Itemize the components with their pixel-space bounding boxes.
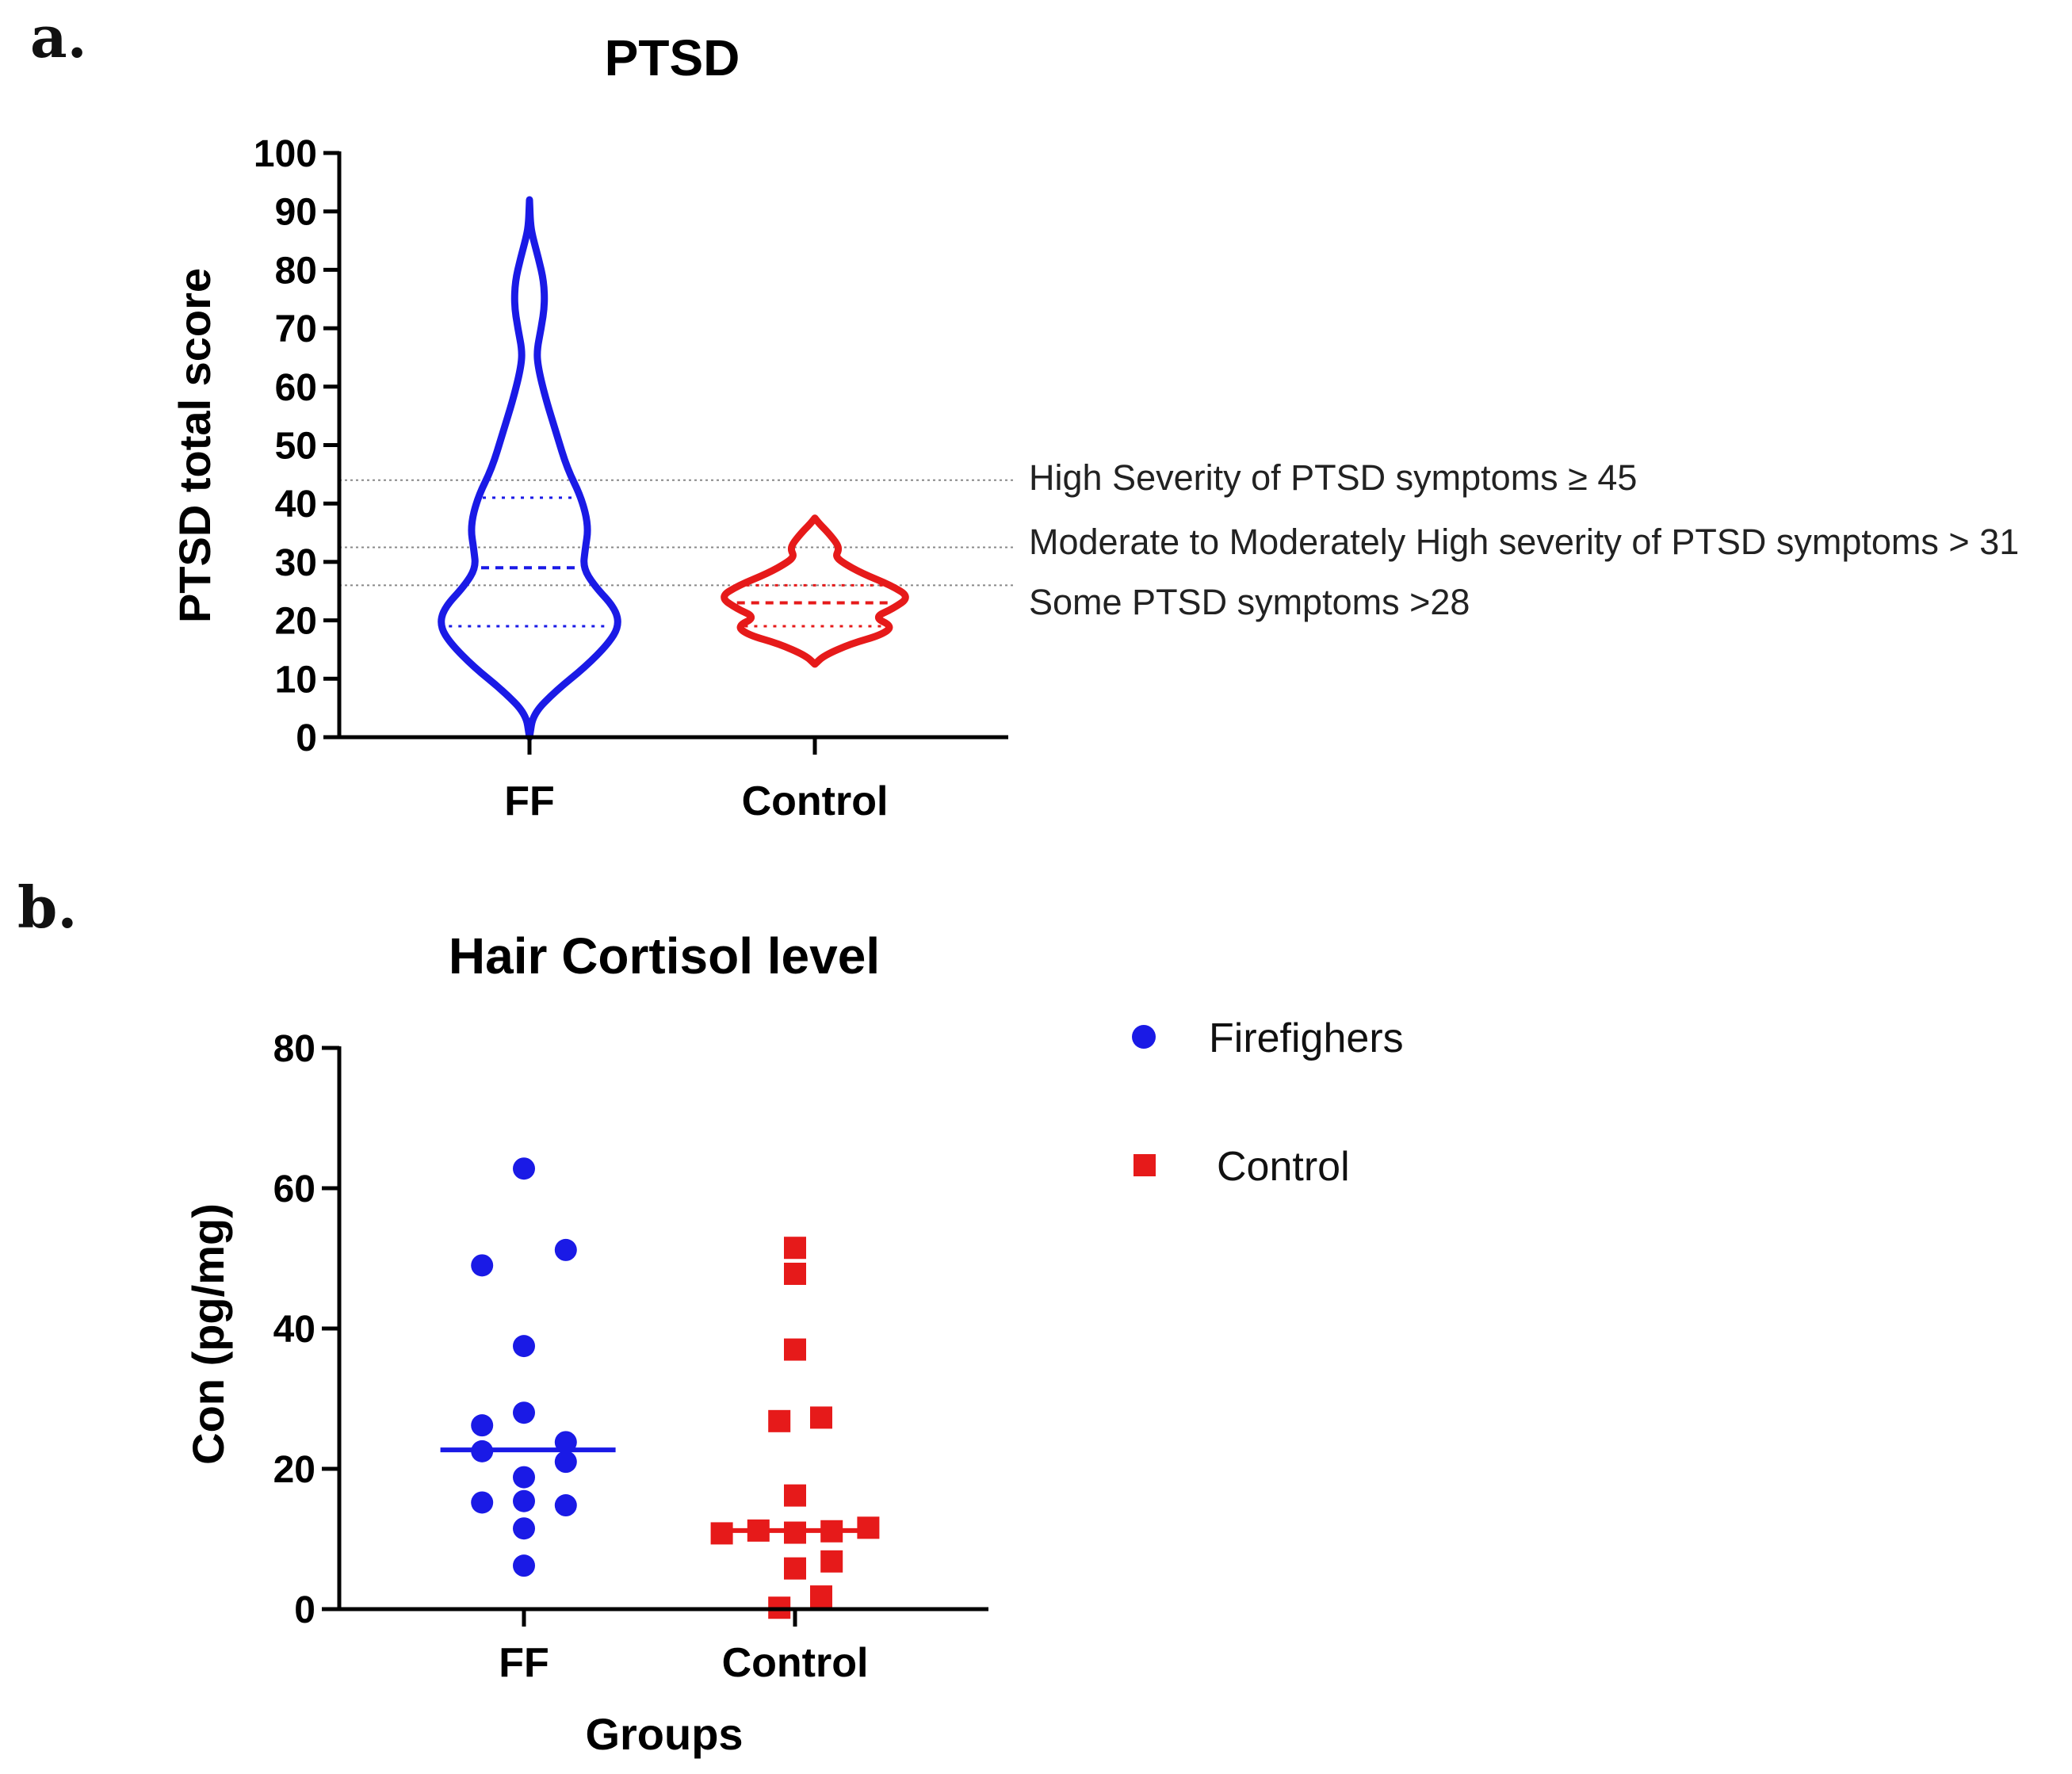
data-point-control: [784, 1557, 806, 1580]
legend-firefighters-marker: [1132, 1025, 1156, 1049]
threshold-label: Moderate to Moderately High severity of …: [1029, 522, 2019, 562]
data-point-ff: [554, 1238, 577, 1261]
data-point-ff: [513, 1517, 535, 1540]
chart-a-x-ticks: FF Control: [504, 737, 888, 824]
data-point-ff: [513, 1466, 535, 1489]
y-tick-label: 40: [275, 484, 317, 526]
chart-b-y-axis-label: Con (pg/mg): [183, 1203, 233, 1465]
data-point-control: [810, 1406, 832, 1429]
y-tick-label: 70: [275, 308, 317, 350]
data-point-ff: [554, 1494, 577, 1517]
data-point-control: [810, 1585, 832, 1608]
x-tick-label-ff: FF: [499, 1640, 549, 1686]
y-tick-label: 60: [275, 367, 317, 409]
data-point-ff: [513, 1489, 535, 1512]
y-tick-label: 60: [273, 1168, 315, 1210]
data-point-control: [710, 1522, 733, 1545]
data-point-control: [857, 1516, 880, 1539]
chart-b-x-axis-label: Groups: [585, 1709, 743, 1759]
chart-b-title: Hair Cortisol level: [449, 927, 880, 984]
y-tick-label: 40: [273, 1309, 315, 1351]
x-tick-label-control: Control: [742, 778, 889, 824]
chart-b-x-ticks: FF Control: [499, 1609, 868, 1686]
data-point-control: [784, 1237, 806, 1260]
y-tick-label: 30: [275, 542, 317, 584]
data-point-control: [820, 1550, 843, 1573]
data-point-ff: [554, 1451, 577, 1474]
panel-a-letter: a.: [30, 3, 87, 71]
y-tick-label: 20: [273, 1449, 315, 1491]
data-point-ff: [471, 1414, 494, 1437]
legend-control-marker: [1133, 1154, 1156, 1176]
data-point-control: [784, 1262, 806, 1285]
y-tick-label: 0: [294, 1589, 315, 1631]
chart-a-title: PTSD: [605, 29, 740, 86]
x-tick-label-ff: FF: [504, 778, 555, 824]
chart-a-y-axis-label: PTSD total score: [170, 268, 220, 623]
panel-b-letter: b.: [17, 874, 77, 941]
data-point-control: [784, 1484, 806, 1507]
legend-firefighters-label: Firefighers: [1209, 1015, 1404, 1061]
y-tick-label: 80: [275, 250, 317, 292]
data-point-ff: [513, 1157, 535, 1180]
violin-control: [721, 514, 909, 668]
y-tick-label: 0: [296, 717, 317, 759]
data-point-ff: [513, 1554, 535, 1577]
y-tick-label: 10: [275, 659, 317, 701]
data-point-control: [768, 1409, 791, 1432]
legend-control-label: Control: [1217, 1144, 1350, 1190]
scatter-points: [440, 1157, 880, 1619]
chart-b-y-ticks: 0 20 40 60 80: [273, 1028, 339, 1631]
y-tick-label: 90: [275, 192, 317, 234]
chart-a-y-ticks: 0 10 20 30 40 50 60 70 80 90 100: [254, 133, 339, 759]
data-point-ff: [471, 1254, 494, 1277]
data-point-control: [784, 1338, 806, 1361]
threshold-lines: High Severity of PTSD symptoms ≥ 45 Moder…: [339, 457, 2019, 622]
y-tick-label: 50: [275, 426, 317, 468]
y-tick-label: 20: [275, 601, 317, 643]
y-tick-label: 100: [254, 133, 317, 175]
threshold-label: Some PTSD symptoms >28: [1029, 582, 1470, 622]
x-tick-label-control: Control: [722, 1640, 869, 1686]
data-point-ff: [513, 1401, 535, 1424]
data-point-ff: [513, 1335, 535, 1358]
violin-ff: [438, 196, 621, 741]
chart-b-legend: Firefighers Control: [1132, 1015, 1404, 1190]
violins: [438, 196, 909, 741]
data-point-ff: [471, 1491, 494, 1514]
y-tick-label: 80: [273, 1028, 315, 1070]
threshold-label: High Severity of PTSD symptoms ≥ 45: [1029, 457, 1637, 498]
